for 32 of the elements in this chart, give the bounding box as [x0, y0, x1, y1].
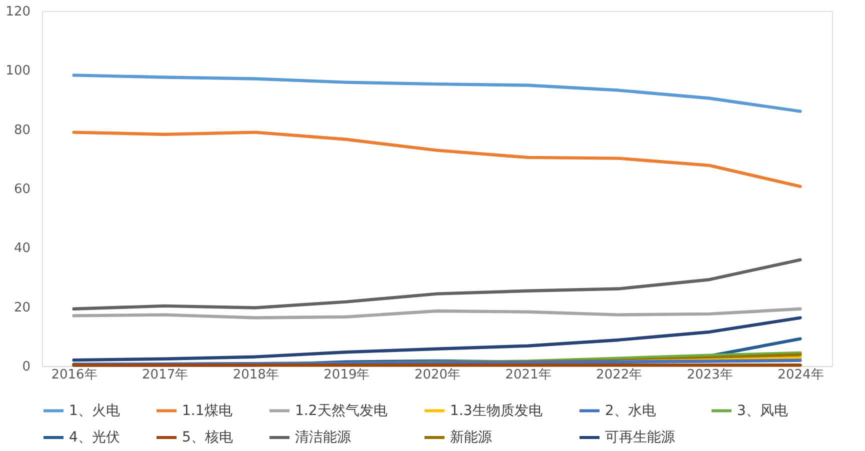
x-tick-label: 2016年: [51, 368, 98, 382]
x-tick-label: 2020年: [414, 368, 461, 382]
y-tick-label: 100: [6, 64, 30, 79]
legend-label: 4、光伏: [69, 430, 120, 446]
line-series: [72, 307, 802, 320]
legend-label: 1.2天然气发电: [295, 402, 388, 419]
x-tick-label: 2018年: [232, 368, 279, 382]
line-series: [72, 74, 802, 113]
line-series: [72, 130, 802, 188]
legend-label: 3、风电: [737, 402, 788, 419]
y-tick-label: 80: [14, 122, 30, 138]
legend-label: 1、火电: [69, 402, 120, 419]
x-tick-label: 2022年: [596, 368, 642, 382]
legend-label: 可再生能源: [605, 430, 675, 446]
line-series: [72, 316, 802, 362]
x-tick-label: 2021年: [505, 368, 552, 382]
legend-label: 2、水电: [605, 402, 656, 419]
legend-label: 1.1煤电: [182, 402, 232, 419]
legend-label: 5、核电: [182, 430, 233, 446]
x-tick-label: 2019年: [324, 368, 370, 382]
y-tick-label: 120: [6, 4, 30, 20]
y-tick-label: 60: [14, 182, 30, 197]
legend-label: 清洁能源: [295, 430, 351, 446]
x-tick-label: 2024年: [778, 368, 824, 382]
x-tick-label: 2017年: [142, 368, 188, 382]
y-tick-label: 20: [14, 300, 30, 316]
legend-label: 1.3生物质发电: [450, 402, 542, 419]
y-tick-label: 0: [22, 360, 30, 374]
x-tick-label: 2023年: [686, 368, 733, 382]
line-series: [72, 258, 802, 311]
legend-label: 新能源: [450, 430, 492, 446]
y-tick-label: 40: [14, 241, 30, 256]
